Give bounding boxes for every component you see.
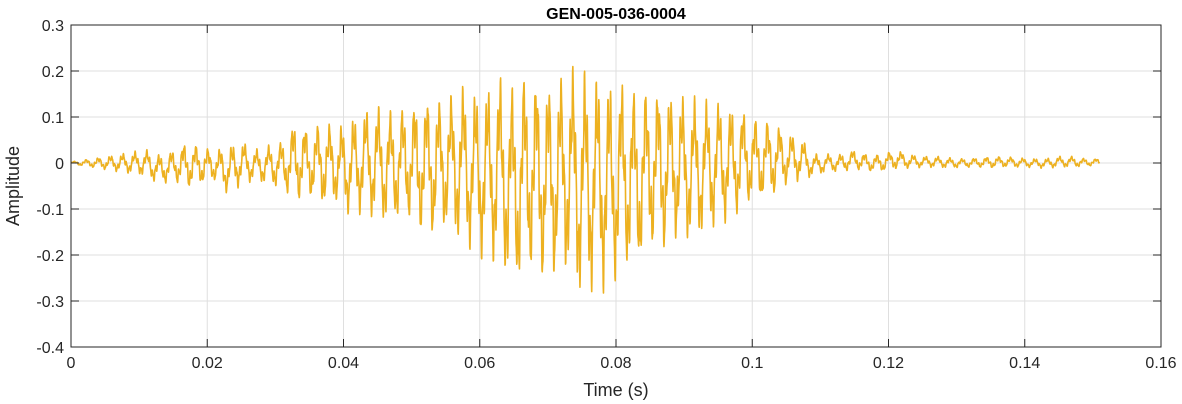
x-tick-label: 0.06 <box>464 355 495 372</box>
x-tick-labels: 0 0.02 0.04 0.06 0.08 0.1 0.12 0.14 0.16 <box>67 355 1177 372</box>
y-axis-label: Amplitude <box>3 146 23 226</box>
y-tick-label: 0.3 <box>42 18 64 35</box>
y-tick-label: 0.2 <box>42 64 64 81</box>
x-axis-label: Time (s) <box>583 380 648 400</box>
y-tick-labels: -0.4 -0.3 -0.2 -0.1 0 0.1 0.2 0.3 <box>36 18 64 357</box>
series-layer <box>70 65 1101 294</box>
x-tick-label: 0.1 <box>741 355 763 372</box>
waveform-series-line <box>70 65 1101 294</box>
y-tick-label: -0.4 <box>36 340 64 357</box>
x-tick-label: 0 <box>67 355 76 372</box>
y-tick-label: 0 <box>55 156 64 173</box>
y-tick-label: -0.1 <box>36 202 64 219</box>
chart-title: GEN-005-036-0004 <box>546 6 686 23</box>
y-tick-label: 0.1 <box>42 110 64 127</box>
tick-marks <box>70 24 1162 348</box>
x-tick-label: 0.14 <box>1009 355 1040 372</box>
x-tick-label: 0.08 <box>600 355 631 372</box>
x-tick-label: 0.12 <box>873 355 904 372</box>
y-tick-label: -0.3 <box>36 294 64 311</box>
x-tick-label: 0.04 <box>328 355 359 372</box>
x-tick-label: 0.16 <box>1145 355 1176 372</box>
y-tick-label: -0.2 <box>36 248 64 265</box>
x-tick-label: 0.02 <box>192 355 223 372</box>
